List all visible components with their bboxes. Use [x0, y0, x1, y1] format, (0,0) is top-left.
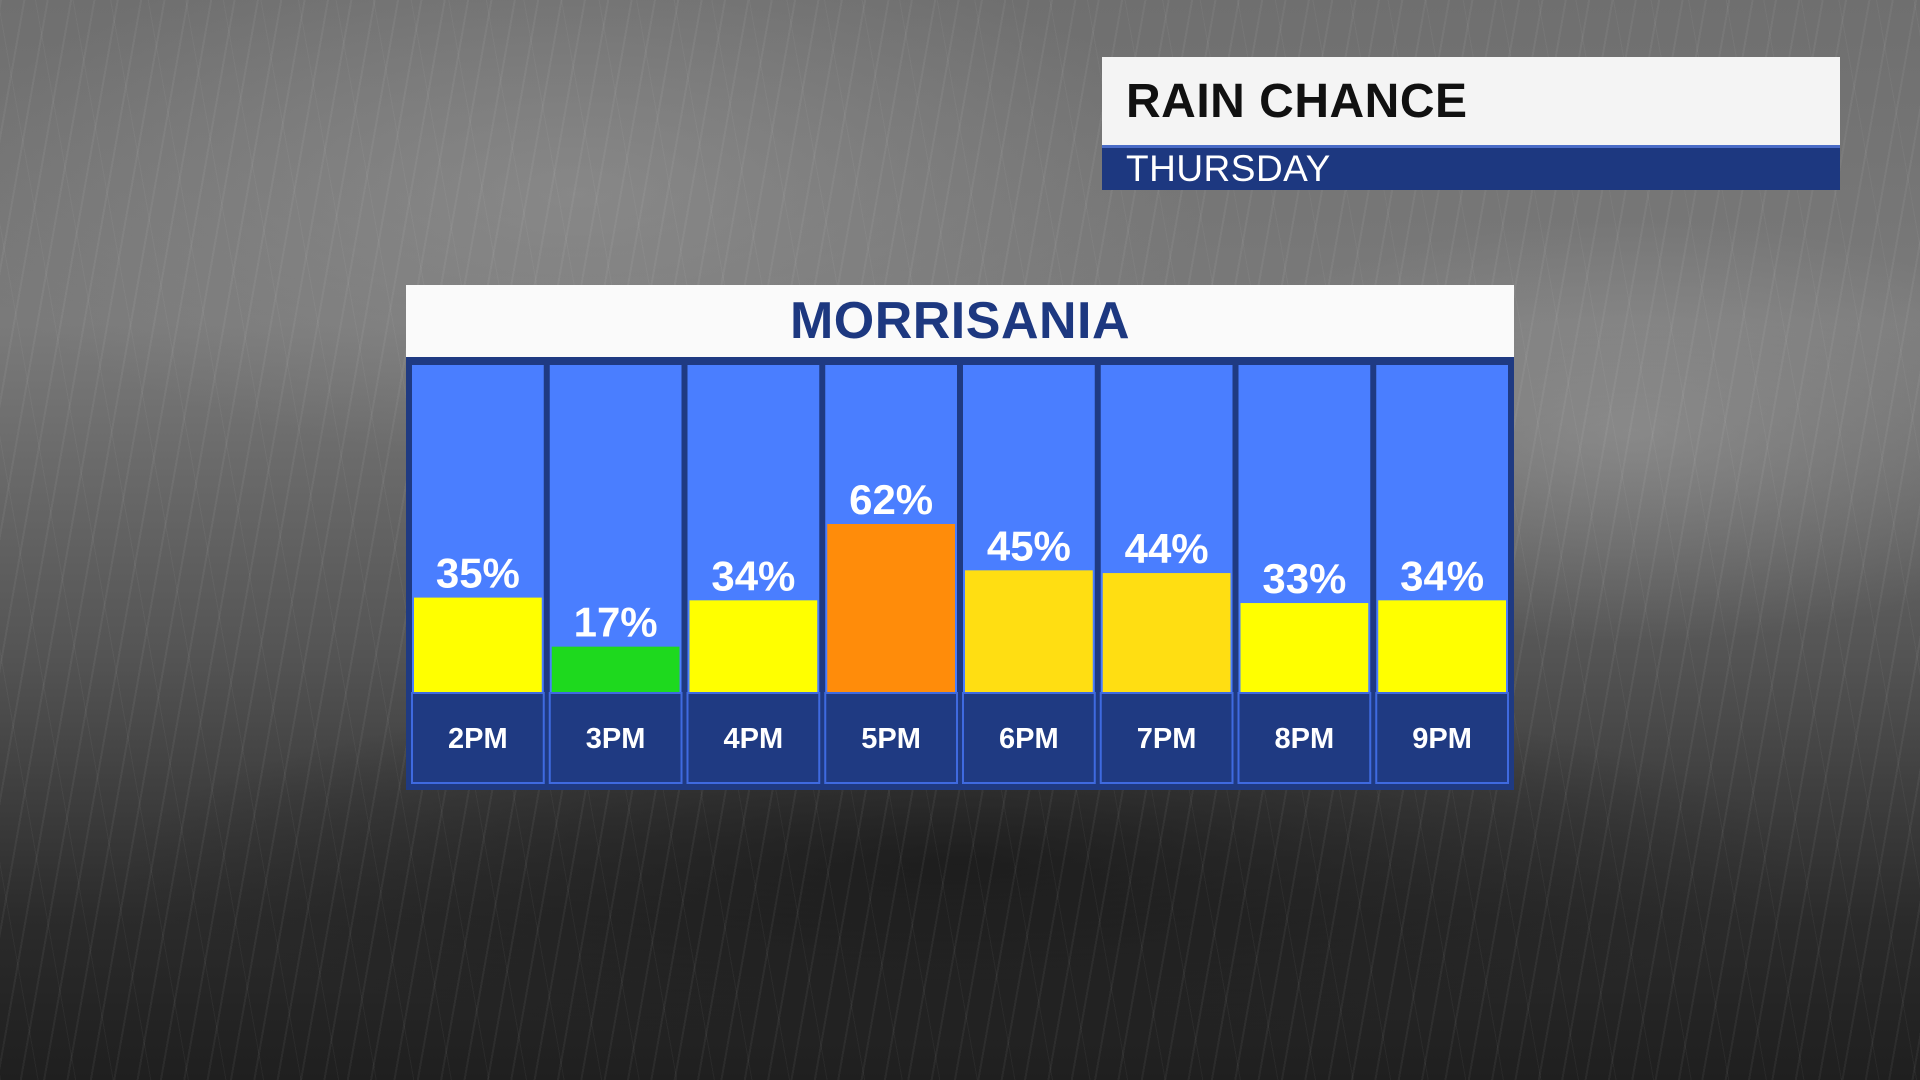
hour-label-8pm: 8PM [1275, 723, 1335, 755]
value-label-8pm: 33% [1262, 555, 1346, 602]
hour-label-9pm: 9PM [1412, 723, 1472, 755]
hour-cell [1375, 692, 1509, 784]
header-subtitle: THURSDAY [1102, 145, 1840, 190]
rain-chance-bar-chart: 35% 2PM 17% 3PM 34% 4PM 62% 5PM 45% 6PM 44% 7PM 33% 8… [406, 357, 1514, 790]
hour-cell [411, 692, 545, 784]
bar-5pm [827, 524, 955, 693]
hour-label-2pm: 2PM [448, 723, 508, 755]
hour-cell [1237, 692, 1372, 784]
bar-4pm [689, 600, 818, 693]
hour-cell [686, 692, 821, 784]
column-background [549, 365, 682, 693]
rain-chance-chart-panel: MORRISANIA 35% 2PM 17% 3PM 34% 4PM 62% 5PM 45% 6P… [406, 285, 1514, 790]
value-label-3pm: 17% [574, 599, 658, 646]
bar-6pm [965, 570, 1093, 693]
bar-8pm [1240, 603, 1369, 693]
hour-cell [548, 692, 683, 784]
value-label-5pm: 62% [849, 476, 933, 523]
bar-7pm [1102, 573, 1231, 693]
value-label-6pm: 45% [987, 522, 1071, 569]
bar-9pm [1378, 600, 1506, 693]
value-label-9pm: 34% [1400, 552, 1484, 599]
hour-label-3pm: 3PM [586, 723, 646, 755]
hour-label-6pm: 6PM [999, 723, 1059, 755]
value-label-4pm: 34% [711, 552, 795, 599]
header-title: RAIN CHANCE [1102, 57, 1840, 145]
hour-cell [962, 692, 1096, 784]
graphic-header: RAIN CHANCE THURSDAY [1102, 57, 1840, 190]
hour-cell [1099, 692, 1234, 784]
bar-2pm [414, 597, 542, 693]
bar-3pm [551, 646, 680, 693]
hour-cell [824, 692, 958, 784]
location-title: MORRISANIA [406, 285, 1514, 357]
hour-label-5pm: 5PM [861, 723, 921, 755]
hour-label-4pm: 4PM [724, 723, 784, 755]
value-label-2pm: 35% [436, 550, 520, 597]
hour-label-7pm: 7PM [1137, 723, 1197, 755]
value-label-7pm: 44% [1125, 525, 1209, 572]
